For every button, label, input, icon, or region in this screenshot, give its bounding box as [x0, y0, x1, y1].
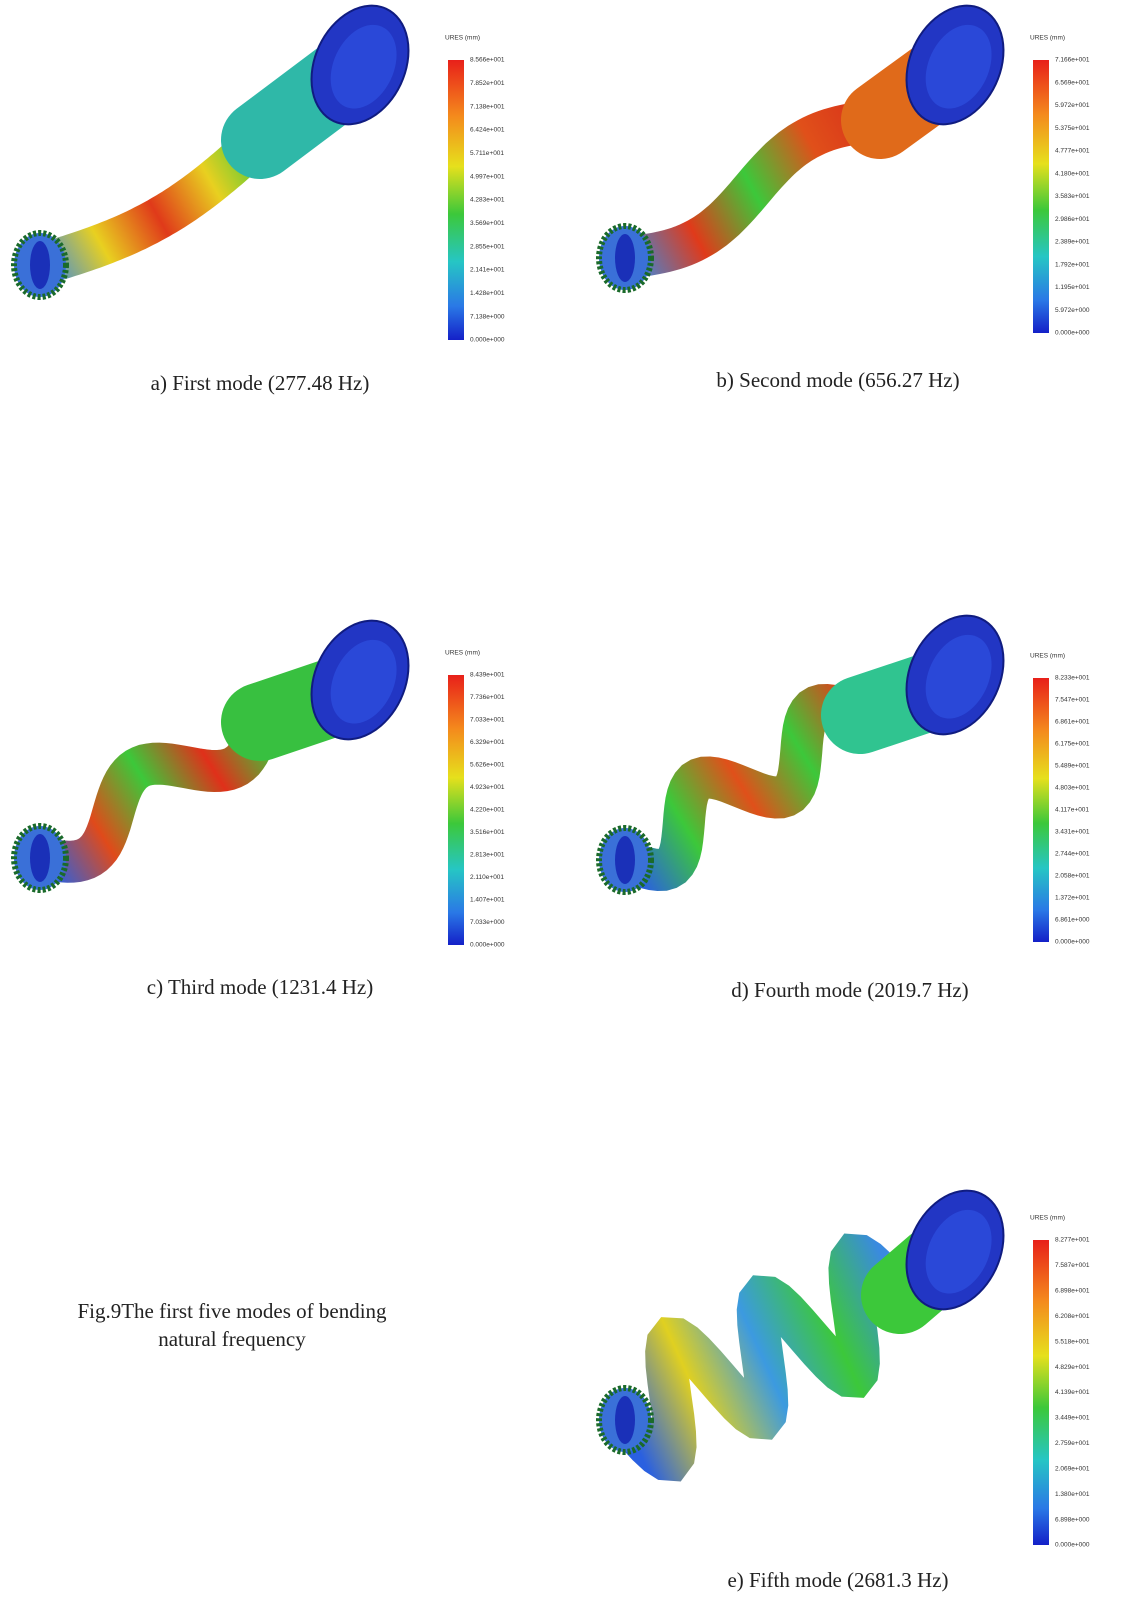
- legend-label: 8.439e+001: [470, 672, 505, 679]
- legend-label: 6.569e+001: [1055, 79, 1090, 86]
- legend-label: 8.566e+001: [470, 57, 505, 64]
- legend-label: 7.736e+001: [470, 694, 505, 701]
- legend-label: 0.000e+000: [1055, 1542, 1090, 1549]
- legend-label: 3.431e+001: [1055, 829, 1090, 836]
- mode-panel: URES (mm) 8.277e+001 7.587e+001 6.898e+001 6…: [599, 1175, 1090, 1592]
- legend-label: 0.000e+000: [470, 942, 505, 949]
- legend-label: 7.547e+001: [1055, 697, 1090, 704]
- legend-label: 7.138e+000: [470, 313, 505, 320]
- legend-title: URES (mm): [1030, 1215, 1065, 1222]
- legend-label: 2.058e+001: [1055, 873, 1090, 880]
- mode-panel: URES (mm) 7.166e+001 6.569e+001 5.972e+001 5…: [599, 0, 1090, 392]
- spline-gear-core: [615, 836, 635, 884]
- legend-label: 4.220e+001: [470, 807, 505, 814]
- legend-label: 2.389e+001: [1055, 239, 1090, 246]
- mode-caption: d) Fourth mode (2019.7 Hz): [731, 978, 968, 1002]
- mode-panel: URES (mm) 8.233e+001 7.547e+001 6.861e+001 6…: [599, 600, 1090, 1002]
- legend-label: 6.208e+001: [1055, 1313, 1090, 1320]
- mode-panel: URES (mm) 8.439e+001 7.736e+001 7.033e+001 6…: [14, 605, 505, 999]
- legend-title: URES (mm): [445, 35, 480, 42]
- legend-colorbar: [1033, 60, 1049, 333]
- legend-label: 4.997e+001: [470, 173, 505, 180]
- shaft-tube: [625, 120, 880, 258]
- legend-label: 8.277e+001: [1055, 1237, 1090, 1244]
- legend-label: 0.000e+000: [1055, 330, 1090, 337]
- legend-label: 4.180e+001: [1055, 170, 1090, 177]
- legend-label: 2.759e+001: [1055, 1440, 1090, 1447]
- legend-label: 6.329e+001: [470, 739, 505, 746]
- legend-label: 1.380e+001: [1055, 1491, 1090, 1498]
- figure: Fig.9The first five modes of bending nat…: [0, 0, 1145, 1617]
- legend-label: 5.626e+001: [470, 762, 505, 769]
- legend-label: 7.033e+001: [470, 717, 505, 724]
- legend-label: 2.855e+001: [470, 243, 505, 250]
- mode-panel: URES (mm) 8.566e+001 7.852e+001 7.138e+001 6…: [14, 0, 505, 395]
- mode-caption: c) Third mode (1231.4 Hz): [147, 975, 373, 999]
- legend-title: URES (mm): [1030, 35, 1065, 42]
- legend-colorbar: [448, 60, 464, 340]
- legend-label: 6.898e+000: [1055, 1516, 1090, 1523]
- legend-label: 2.069e+001: [1055, 1465, 1090, 1472]
- legend-label: 1.372e+001: [1055, 895, 1090, 902]
- legend-label: 6.175e+001: [1055, 741, 1090, 748]
- legend-label: 7.166e+001: [1055, 57, 1090, 64]
- legend-label: 5.375e+001: [1055, 125, 1090, 132]
- legend-label: 5.711e+001: [470, 150, 504, 157]
- legend-label: 1.428e+001: [470, 290, 505, 297]
- legend-label: 1.407e+001: [470, 897, 505, 904]
- legend-colorbar: [1033, 1240, 1049, 1545]
- legend-label: 7.587e+001: [1055, 1262, 1090, 1269]
- legend-label: 3.583e+001: [1055, 193, 1090, 200]
- legend-label: 2.110e+001: [470, 874, 504, 881]
- legend-label: 4.829e+001: [1055, 1364, 1090, 1371]
- legend-label: 4.923e+001: [470, 784, 505, 791]
- figure-caption: natural frequency: [158, 1327, 306, 1351]
- legend-label: 8.233e+001: [1055, 675, 1090, 682]
- legend-label: 6.861e+000: [1055, 917, 1090, 924]
- legend-label: 6.898e+001: [1055, 1288, 1090, 1295]
- legend-label: 4.777e+001: [1055, 148, 1090, 155]
- legend-label: 5.972e+001: [1055, 102, 1090, 109]
- legend-colorbar: [1033, 678, 1049, 942]
- spline-gear-core: [615, 1396, 635, 1444]
- shaft-tube: [625, 1255, 900, 1459]
- legend-colorbar: [448, 675, 464, 945]
- legend-label: 2.813e+001: [470, 852, 505, 859]
- legend-label: 7.852e+001: [470, 80, 505, 87]
- spline-gear-core: [615, 234, 635, 282]
- mode-caption: b) Second mode (656.27 Hz): [716, 368, 959, 392]
- legend-label: 0.000e+000: [470, 337, 505, 344]
- legend-label: 3.449e+001: [1055, 1415, 1090, 1422]
- legend-label: 5.972e+000: [1055, 307, 1090, 314]
- legend-label: 7.138e+001: [470, 103, 505, 110]
- legend-label: 3.516e+001: [470, 829, 505, 836]
- legend-label: 2.986e+001: [1055, 216, 1090, 223]
- legend-label: 2.141e+001: [470, 267, 505, 274]
- figure-caption: Fig.9The first five modes of bending: [77, 1299, 387, 1323]
- shaft-tube: [40, 722, 260, 862]
- legend-label: 2.744e+001: [1055, 851, 1090, 858]
- legend-label: 7.033e+000: [470, 919, 505, 926]
- mode-caption: e) Fifth mode (2681.3 Hz): [727, 1568, 948, 1592]
- spline-gear-core: [30, 834, 50, 882]
- legend-label: 1.195e+001: [1055, 284, 1090, 291]
- legend-label: 4.139e+001: [1055, 1389, 1090, 1396]
- legend-label: 3.569e+001: [470, 220, 505, 227]
- legend-label: 5.518e+001: [1055, 1338, 1090, 1345]
- legend-label: 1.792e+001: [1055, 261, 1090, 268]
- legend-label: 4.803e+001: [1055, 785, 1090, 792]
- legend-label: 6.424e+001: [470, 127, 505, 134]
- legend-label: 4.283e+001: [470, 197, 505, 204]
- legend-label: 6.861e+001: [1055, 719, 1090, 726]
- legend-title: URES (mm): [1030, 653, 1065, 660]
- legend-label: 4.117e+001: [1055, 807, 1089, 814]
- spline-gear-core: [30, 241, 50, 289]
- legend-label: 5.489e+001: [1055, 763, 1090, 770]
- mode-caption: a) First mode (277.48 Hz): [151, 371, 370, 395]
- legend-title: URES (mm): [445, 650, 480, 657]
- legend-label: 0.000e+000: [1055, 939, 1090, 946]
